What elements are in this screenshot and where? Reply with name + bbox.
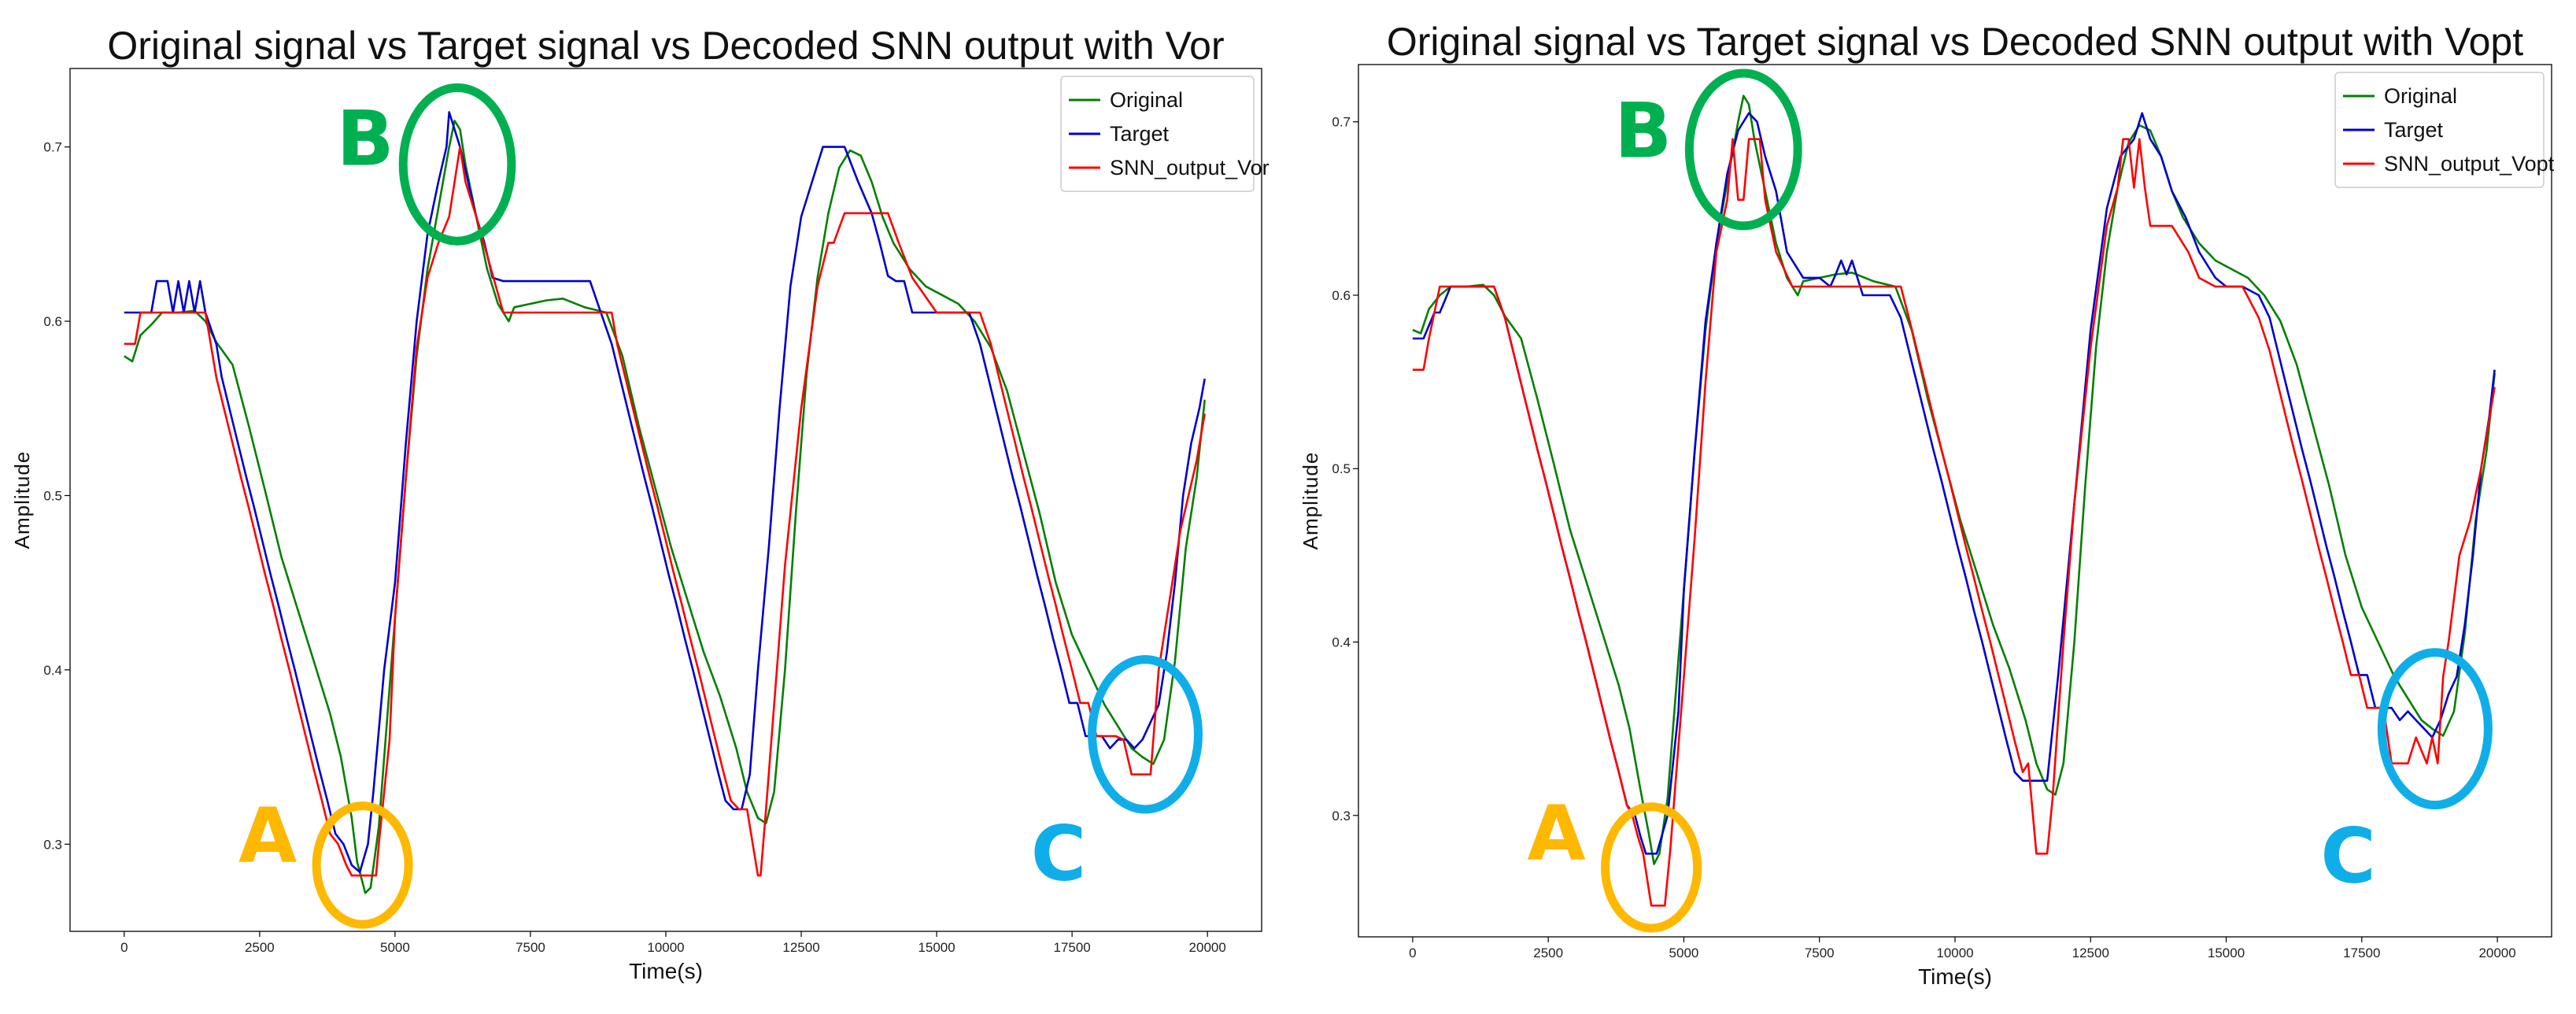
panel1-series-group bbox=[124, 111, 1206, 894]
panel2-y-tick-label: 0.7 bbox=[1332, 115, 1351, 130]
panel2-legend-entry: Target bbox=[2384, 118, 2444, 142]
panel2-legend-entry: SNN_output_Vopt bbox=[2384, 152, 2555, 176]
panel1-series-line-original bbox=[124, 120, 1206, 894]
panel1-annotation-ellipse-a bbox=[312, 801, 413, 929]
panel2-x-tick-label: 15000 bbox=[2208, 946, 2245, 960]
panel1-y-tick-label: 0.5 bbox=[43, 488, 62, 503]
panel2-annotation-ellipse-c bbox=[2377, 648, 2493, 810]
panel1-series-line-snn-output-vor bbox=[124, 146, 1206, 877]
panel1-x-tick-label: 12500 bbox=[782, 940, 819, 955]
panel2-annotation-label-c: C bbox=[2320, 812, 2375, 900]
panel1-annotation-ellipse-b bbox=[398, 83, 516, 246]
panel2-legend-box bbox=[2334, 72, 2545, 188]
panel1-y-tick-label: 0.6 bbox=[43, 314, 62, 329]
panel1-x-tick-label: 15000 bbox=[918, 940, 955, 955]
panel2-series-line-target bbox=[1412, 112, 2496, 855]
panel2-x-tick-label: 0 bbox=[1409, 946, 1416, 960]
panel2-y-axis-label: Amplitude bbox=[1299, 452, 1322, 550]
panel1-y-tick-label: 0.7 bbox=[43, 140, 62, 155]
panel1-series-line-target bbox=[124, 111, 1206, 873]
panel2-series-line-original bbox=[1412, 94, 2496, 865]
panel2-series-group bbox=[1412, 94, 2496, 907]
panel2-x-tick-label: 2500 bbox=[1533, 946, 1563, 960]
panel2-y-tick-label: 0.5 bbox=[1332, 461, 1351, 476]
panel1-x-axis-label: Time(s) bbox=[629, 959, 703, 983]
panel2-annotation-label-a: A bbox=[1527, 790, 1585, 878]
panel1-chart-title: Original signal vs Target signal vs Deco… bbox=[107, 24, 1224, 68]
panel2-chart: Original signal vs Target signal vs Deco… bbox=[1299, 20, 2555, 989]
panel1-legend-entry: Original bbox=[1110, 88, 1183, 112]
panel1-legend-entry: Target bbox=[1110, 122, 1170, 146]
panel1-x-tick-label: 17500 bbox=[1053, 940, 1090, 955]
panel1-x-tick-label: 0 bbox=[120, 940, 128, 955]
panel1-legend-entry: SNN_output_Vor bbox=[1110, 156, 1270, 179]
panel1-y-tick-label: 0.3 bbox=[43, 837, 62, 852]
panel2-x-tick-label: 17500 bbox=[2343, 946, 2380, 960]
panel1-x-tick-label: 10000 bbox=[647, 940, 684, 955]
panel2-series-line-snn-output-vopt bbox=[1412, 138, 2496, 907]
panel1-x-tick-label: 2500 bbox=[245, 940, 275, 955]
panel2-x-tick-label: 7500 bbox=[1805, 946, 1835, 960]
panel2-annotation-label-b: B bbox=[1614, 87, 1672, 176]
panel2-legend: Original Target SNN_output_Vopt bbox=[2334, 72, 2555, 188]
panel1-y-axis-label: Amplitude bbox=[10, 451, 34, 550]
panel2-x-tick-label: 20000 bbox=[2478, 946, 2515, 960]
panel1-x-tick-label: 5000 bbox=[380, 940, 410, 955]
panel2-chart-title: Original signal vs Target signal vs Deco… bbox=[1387, 20, 2523, 64]
panel1-annotation-label-b: B bbox=[336, 95, 394, 183]
panel1-x-tick-label: 20000 bbox=[1189, 940, 1226, 955]
panel1-x-tick-label: 7500 bbox=[516, 940, 545, 955]
panel2-y-tick-label: 0.6 bbox=[1332, 288, 1351, 303]
panel2-x-axis-label: Time(s) bbox=[1918, 964, 1992, 989]
panel2-y-tick-label: 0.4 bbox=[1332, 635, 1351, 650]
panel2-annotation-ellipse-a bbox=[1601, 802, 1702, 933]
panel1-annotation-label-c: C bbox=[1031, 809, 1086, 897]
panel1-annotation-label-a: A bbox=[238, 792, 297, 880]
panel1-y-tick-label: 0.4 bbox=[43, 663, 62, 678]
panel2-annotation-ellipse-b bbox=[1684, 68, 1802, 231]
panel2-x-tick-label: 10000 bbox=[1936, 946, 1973, 960]
panel2-y-tick-label: 0.3 bbox=[1332, 809, 1351, 823]
panel1-annotation-ellipse-c bbox=[1088, 655, 1203, 814]
panel2-legend-entry: Original bbox=[2384, 84, 2457, 108]
panel1-legend: Original Target SNN_output_Vor bbox=[1060, 76, 1270, 192]
panel1-chart: Original signal vs Target signal vs Deco… bbox=[10, 24, 1270, 983]
panel2-x-tick-label: 5000 bbox=[1669, 946, 1699, 960]
panel1-legend-box bbox=[1060, 76, 1255, 192]
panel2-x-tick-label: 12500 bbox=[2072, 946, 2109, 960]
